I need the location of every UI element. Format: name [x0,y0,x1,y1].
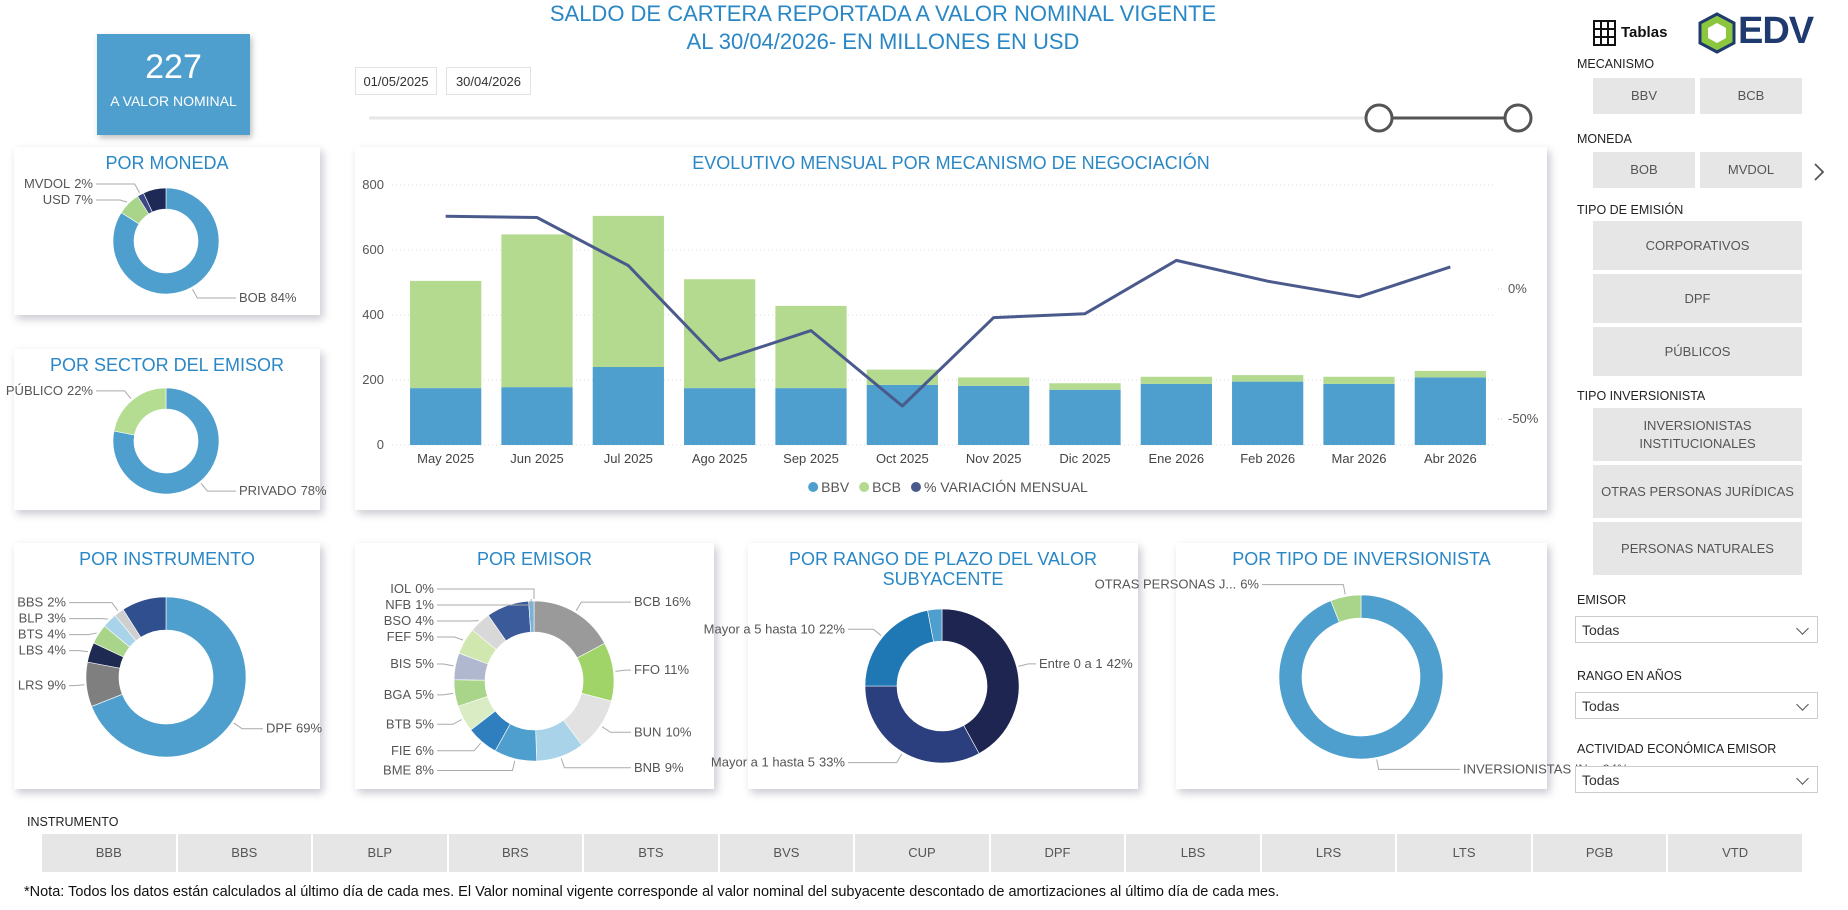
card-emisor: POR EMISOR [355,543,714,789]
dropdown-title: ACTIVIDAD ECONÓMICA EMISOR [1577,742,1777,756]
slicer-button[interactable]: MVDOL [1700,152,1802,188]
card-rango: POR RANGO DE PLAZO DEL VALOR SUBYACENTE [748,543,1138,789]
slicer-button[interactable]: BCB [1700,78,1802,114]
instrument-button[interactable]: LRS [1261,834,1396,872]
kpi-label: A VALOR NOMINAL [110,93,237,109]
instrument-button[interactable]: BRS [448,834,583,872]
instrument-button[interactable]: BTS [584,834,718,872]
instrument-button[interactable]: LTS [1397,834,1531,872]
dropdown[interactable]: Todas [1575,766,1818,793]
chart-title: EVOLUTIVO MENSUAL POR MECANISMO DE NEGOC… [692,153,1210,173]
dropdown-chevron [1796,622,1809,635]
chart-title: POR MONEDA [105,153,229,173]
slicer-button[interactable]: CORPORATIVOS [1593,221,1802,270]
slider-handle-start[interactable] [1364,103,1394,133]
slicer-button[interactable]: BBV [1593,78,1695,114]
kpi-value: 227 [145,48,202,86]
instrument-button[interactable]: PGB [1532,834,1667,872]
dropdown-title: EMISOR [1577,593,1627,607]
card-sector: POR SECTOR DEL EMISOR [14,349,320,510]
card-moneda: POR MONEDA [14,147,320,315]
next-arrow[interactable] [1812,162,1826,182]
slicer-title: MONEDA [1577,132,1632,146]
instrument-button[interactable]: CUP [855,834,989,872]
dropdown[interactable]: Todas [1575,692,1818,719]
page-subtitle: AL 30/04/2026- EN MILLONES EN USD [686,29,1080,54]
page-title: SALDO DE CARTERA REPORTADA A VALOR NOMIN… [549,1,1217,26]
slicer-button[interactable]: PERSONAS NATURALES [1593,522,1802,575]
slicer-button[interactable]: INVERSIONISTAS INSTITUCIONALES [1593,408,1802,461]
chart-title: POR INSTRUMENTO [79,549,255,569]
instrument-slicer-title: INSTRUMENTO [27,815,119,829]
chart-title: POR RANGO DE PLAZO DEL VALOR SUBYACENTE [788,549,1098,589]
date-start[interactable]: 01/05/2025 [355,67,437,95]
footnote: *Nota: Todos los datos están calculados … [24,884,1280,900]
slicer-button[interactable]: PÚBLICOS [1593,327,1802,376]
card-tipo-inversionista: POR TIPO DE INVERSIONISTA [1176,543,1547,789]
instrument-button[interactable]: DPF [990,834,1125,872]
logo-text: EDV [1738,10,1814,52]
card-instrumento: POR INSTRUMENTO [14,543,320,789]
kpi-card: 227 A VALOR NOMINAL [97,34,250,135]
card-evolutivo: EVOLUTIVO MENSUAL POR MECANISMO DE NEGOC… [355,147,1547,510]
dropdown-chevron [1796,772,1809,785]
instrument-button[interactable]: BVS [719,834,854,872]
instrument-button[interactable]: LBS [1126,834,1260,872]
dropdown-value: Todas [1582,698,1620,714]
tables-icon[interactable] [1593,19,1617,47]
instrument-button[interactable]: BBS [177,834,312,872]
instrument-slicer: BBB BBS BLP BRS BTS BVS CUP DPF LBS LRS LTS PGB VTD [42,834,1802,872]
slider-handle-end[interactable] [1503,103,1533,133]
slicer-title: TIPO DE EMISIÓN [1577,203,1684,217]
instrument-button[interactable]: BLP [313,834,447,872]
slicer-button[interactable]: DPF [1593,274,1802,323]
logo-icon [1698,12,1736,54]
slicer-button[interactable]: BOB [1593,152,1695,188]
chart-title: POR SECTOR DEL EMISOR [49,355,285,375]
instrument-button[interactable]: BBB [42,834,176,872]
dropdown-value: Todas [1582,622,1620,638]
slicer-title: TIPO INVERSIONISTA [1577,389,1706,403]
instrument-button[interactable]: VTD [1668,834,1802,872]
dropdown[interactable]: Todas [1575,616,1818,643]
dropdown-title: RANGO EN AÑOS [1577,669,1682,683]
dropdown-chevron [1796,698,1809,711]
slicer-title: MECANISMO [1577,57,1655,71]
date-slider [369,103,1533,133]
chart-title: POR TIPO DE INVERSIONISTA [1232,549,1491,569]
chart-title: POR EMISOR [476,549,592,569]
tables-label[interactable]: Tablas [1621,24,1668,41]
dropdown-value: Todas [1582,772,1620,788]
date-end[interactable]: 30/04/2026 [446,67,531,95]
slicer-button[interactable]: OTRAS PERSONAS JURÍDICAS [1593,465,1802,518]
header: SALDO DE CARTERA REPORTADA A VALOR NOMIN… [483,0,1283,56]
